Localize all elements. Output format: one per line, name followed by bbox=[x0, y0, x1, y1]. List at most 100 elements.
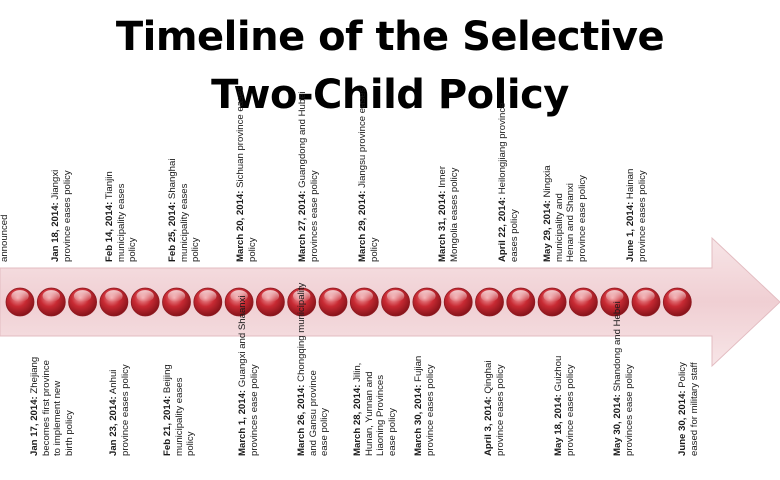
timeline-event: Feb 25, 2014: Shanghai municipality eases… bbox=[167, 159, 202, 262]
timeline-event: March 27, 2014: Guangdong and Hubei provi… bbox=[297, 91, 320, 262]
event-text: Guangdong and Hubei bbox=[297, 91, 308, 188]
timeline-event: May 30, 2014: Shandong and Hebei province… bbox=[612, 301, 635, 456]
event-text: province eases policy bbox=[494, 364, 506, 456]
event-first-line: March 31, 2014: Inner bbox=[437, 166, 449, 262]
event-date: April 22, 2014: bbox=[497, 196, 508, 262]
event-first-line: March 27, 2014: Guangdong and Hubei bbox=[297, 91, 309, 262]
event-first-line: April 22, 2014: Heilongjiang province bbox=[497, 103, 509, 262]
event-text: announced bbox=[0, 214, 10, 262]
timeline-event: Jan 18, 2014: Jiangxi province eases poli… bbox=[50, 170, 73, 262]
event-text: Shanghai bbox=[166, 158, 178, 200]
event-text: provinces ease policy bbox=[308, 170, 320, 262]
timeline-event: Jan 23, 2014: Anhui province eases policy bbox=[108, 364, 131, 456]
event-text: policy bbox=[184, 431, 196, 456]
event-date: March 26, 2014: bbox=[295, 384, 307, 456]
event-text: Hunan, Yunnan and bbox=[363, 371, 375, 456]
event-text: and Gansu province bbox=[307, 370, 318, 456]
event-date: June 30, 2014: bbox=[677, 390, 688, 456]
event-first-line: Feb 21, 2014: Beijing bbox=[162, 364, 174, 456]
timeline-event: April 22, 2014: Heilongjiang province eas… bbox=[497, 103, 520, 262]
event-date: Jan 23, 2014: bbox=[108, 396, 119, 456]
timeline-event: March 20, 2014: Sichuan province eases po… bbox=[235, 86, 258, 262]
timeline-dot bbox=[381, 287, 411, 317]
event-text: to implement new bbox=[52, 380, 63, 456]
event-text: birth policy bbox=[63, 410, 75, 456]
timeline-dot bbox=[631, 287, 661, 317]
event-text: Inner bbox=[437, 165, 448, 188]
event-date: June 1, 2014: bbox=[625, 201, 636, 262]
event-first-line: May 30, 2014: Shandong and Hebei bbox=[612, 301, 624, 456]
event-first-line: May 18, 2014: Guizhou bbox=[553, 356, 565, 456]
event-text: Guizhou bbox=[553, 355, 564, 392]
event-first-line: June 1, 2014: Hainan bbox=[625, 169, 637, 262]
timeline-dot bbox=[68, 287, 97, 317]
event-text: province eases policy bbox=[119, 364, 131, 456]
event-text: Shandong and Hebei bbox=[612, 301, 623, 392]
timeline-event: Feb 21, 2014: Beijing municipality eases p… bbox=[162, 364, 197, 456]
timeline-event: March 1, 2014: Guangxi and Shaanxi provin… bbox=[237, 295, 260, 456]
timeline-event: March 26, 2014: Chongqing municipality an… bbox=[296, 283, 331, 456]
timeline-dot bbox=[537, 287, 567, 317]
event-text: provinces ease policy bbox=[623, 364, 635, 456]
timeline-event: April 3, 2014: Qinghai province eases pol… bbox=[483, 361, 506, 456]
event-date: May 30, 2014: bbox=[612, 394, 623, 456]
timeline-event: Feb 14, 2014: Tianjin municipality eases p… bbox=[104, 171, 139, 262]
event-text: Jiangsu province eases bbox=[357, 87, 368, 188]
timeline-dot bbox=[255, 287, 285, 317]
event-text: municipality eases bbox=[173, 377, 184, 456]
timeline-event: March 28, 2014: Jilin, Hunan, Yunnan and L… bbox=[352, 363, 398, 456]
event-text: province ease policy bbox=[576, 175, 588, 262]
event-text: province eases policy bbox=[564, 364, 576, 456]
timeline-dot bbox=[569, 287, 598, 317]
timeline-event: March 29, 2014: Jiangsu province eases po… bbox=[357, 88, 380, 262]
event-text: Jiangxi bbox=[50, 169, 61, 200]
event-text: policy bbox=[189, 237, 201, 262]
event-text: Mongolia eases policy bbox=[448, 167, 460, 262]
timeline-event: June 30, 2014: Policy eased for military … bbox=[677, 362, 700, 456]
event-text: province eases policy bbox=[636, 170, 648, 262]
event-date: May 18, 2014: bbox=[553, 394, 564, 456]
event-text: Ningxia bbox=[542, 165, 553, 198]
timeline-dot bbox=[318, 287, 348, 317]
timeline-event: Jan 17, 2014: Zhejiang becomes first prov… bbox=[29, 357, 75, 456]
event-text: Heilongjiang province bbox=[497, 102, 508, 195]
event-text: ease policy bbox=[386, 408, 398, 456]
event-text: Sichuan province eases bbox=[235, 85, 246, 188]
timeline-event: June 1, 2014: Hainan province eases polic… bbox=[625, 169, 648, 262]
event-text: policy bbox=[246, 237, 258, 262]
event-text: policy bbox=[368, 237, 380, 262]
event-text: Beijing bbox=[161, 364, 173, 394]
event-text: Hainan bbox=[625, 168, 636, 200]
event-first-line: April 3, 2014: Qinghai bbox=[483, 361, 495, 456]
timeline-dot bbox=[193, 287, 223, 317]
timeline-dot bbox=[506, 287, 536, 317]
event-date: March 29, 2014: bbox=[357, 190, 368, 262]
event-text: municipality and bbox=[553, 193, 565, 262]
event-first-line: Feb 14, 2014: Tianjin bbox=[104, 171, 116, 262]
timeline-dot bbox=[5, 287, 35, 317]
timeline-dot bbox=[412, 287, 442, 317]
event-first-line: March 1, 2014: Guangxi and Shaanxi bbox=[237, 295, 249, 456]
event-text: Henan and Shanxi bbox=[565, 183, 576, 262]
event-text: province eases policy bbox=[424, 364, 436, 456]
event-first-line: March 30, 2014: Fujian bbox=[413, 356, 425, 456]
event-text: Zhejiang bbox=[29, 356, 40, 394]
event-date: May 29, 2014: bbox=[542, 200, 553, 262]
timeline-event: March 31, 2014: Inner Mongolia eases poli… bbox=[437, 166, 460, 262]
event-text: Anhui bbox=[108, 369, 119, 395]
event-date: March 30, 2014: bbox=[413, 384, 424, 456]
timeline-dot bbox=[36, 287, 66, 317]
timeline-dot bbox=[99, 287, 129, 317]
event-text: becomes first province bbox=[40, 360, 52, 456]
timeline-dot bbox=[162, 287, 191, 317]
timeline-dots bbox=[5, 287, 692, 317]
event-first-line: March 28, 2014: Jilin, bbox=[352, 363, 364, 456]
event-first-line: Jan 18, 2014: Jiangxi bbox=[50, 170, 62, 262]
event-text: province eases policy bbox=[61, 170, 73, 262]
timeline-dot bbox=[349, 287, 379, 317]
event-text: municipality eases bbox=[178, 183, 189, 262]
event-date: April 3, 2014: bbox=[483, 396, 494, 456]
event-text: provinces ease policy bbox=[248, 364, 260, 456]
